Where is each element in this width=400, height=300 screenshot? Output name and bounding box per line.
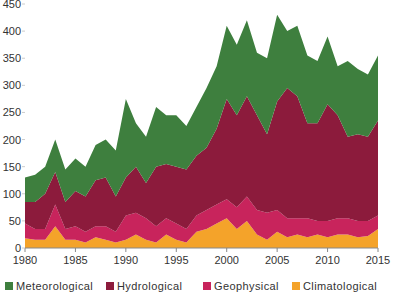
x-tick — [75, 248, 76, 252]
x-tick-label: 1990 — [114, 254, 138, 266]
y-tick — [22, 112, 25, 113]
y-tick-label: 400 — [3, 25, 21, 37]
x-tick — [327, 248, 328, 252]
x-tick — [25, 248, 26, 252]
y-tick — [22, 193, 25, 194]
area — [25, 15, 378, 202]
legend-swatch — [5, 282, 13, 290]
x-tick-label: 1985 — [63, 254, 87, 266]
y-tick-label: 350 — [3, 52, 21, 64]
legend-swatch — [203, 282, 211, 290]
y-tick-label: 250 — [3, 106, 21, 118]
legend-swatch — [292, 282, 300, 290]
y-tick-label: 150 — [3, 161, 21, 173]
legend-label: Geophysical — [214, 280, 279, 292]
y-tick — [22, 31, 25, 32]
x-tick — [277, 248, 278, 252]
x-tick-label: 1980 — [13, 254, 37, 266]
y-tick-label: 50 — [9, 215, 21, 227]
y-tick — [22, 4, 25, 5]
legend-label: Hydrological — [117, 280, 182, 292]
y-tick — [22, 166, 25, 167]
y-tick — [22, 58, 25, 59]
x-tick — [378, 248, 379, 252]
x-tick-label: 2015 — [366, 254, 390, 266]
y-tick — [22, 220, 25, 221]
x-tick-label: 2010 — [315, 254, 339, 266]
y-tick — [22, 139, 25, 140]
y-tick-label: 100 — [3, 188, 21, 200]
plot-area — [25, 15, 378, 248]
y-tick-label: 300 — [3, 79, 21, 91]
y-tick — [22, 85, 25, 86]
y-tick-label: 200 — [3, 134, 21, 146]
legend-swatch — [106, 282, 114, 290]
legend-label: Meteorological — [16, 280, 93, 292]
x-tick-label: 2005 — [265, 254, 289, 266]
x-tick-label: 1995 — [164, 254, 188, 266]
chart: 1980 1985 1990 1995 2000 2005 2010 2015 0 50 100 15… — [0, 0, 400, 300]
legend-label: Climatological — [303, 280, 377, 292]
y-tick — [22, 248, 25, 249]
x-tick — [226, 248, 227, 252]
x-tick-label: 2000 — [214, 254, 238, 266]
y-tick-label: 0 — [15, 242, 21, 254]
x-tick — [176, 248, 177, 252]
x-tick — [125, 248, 126, 252]
y-tick-label: 450 — [3, 0, 21, 10]
x-axis — [25, 248, 378, 249]
